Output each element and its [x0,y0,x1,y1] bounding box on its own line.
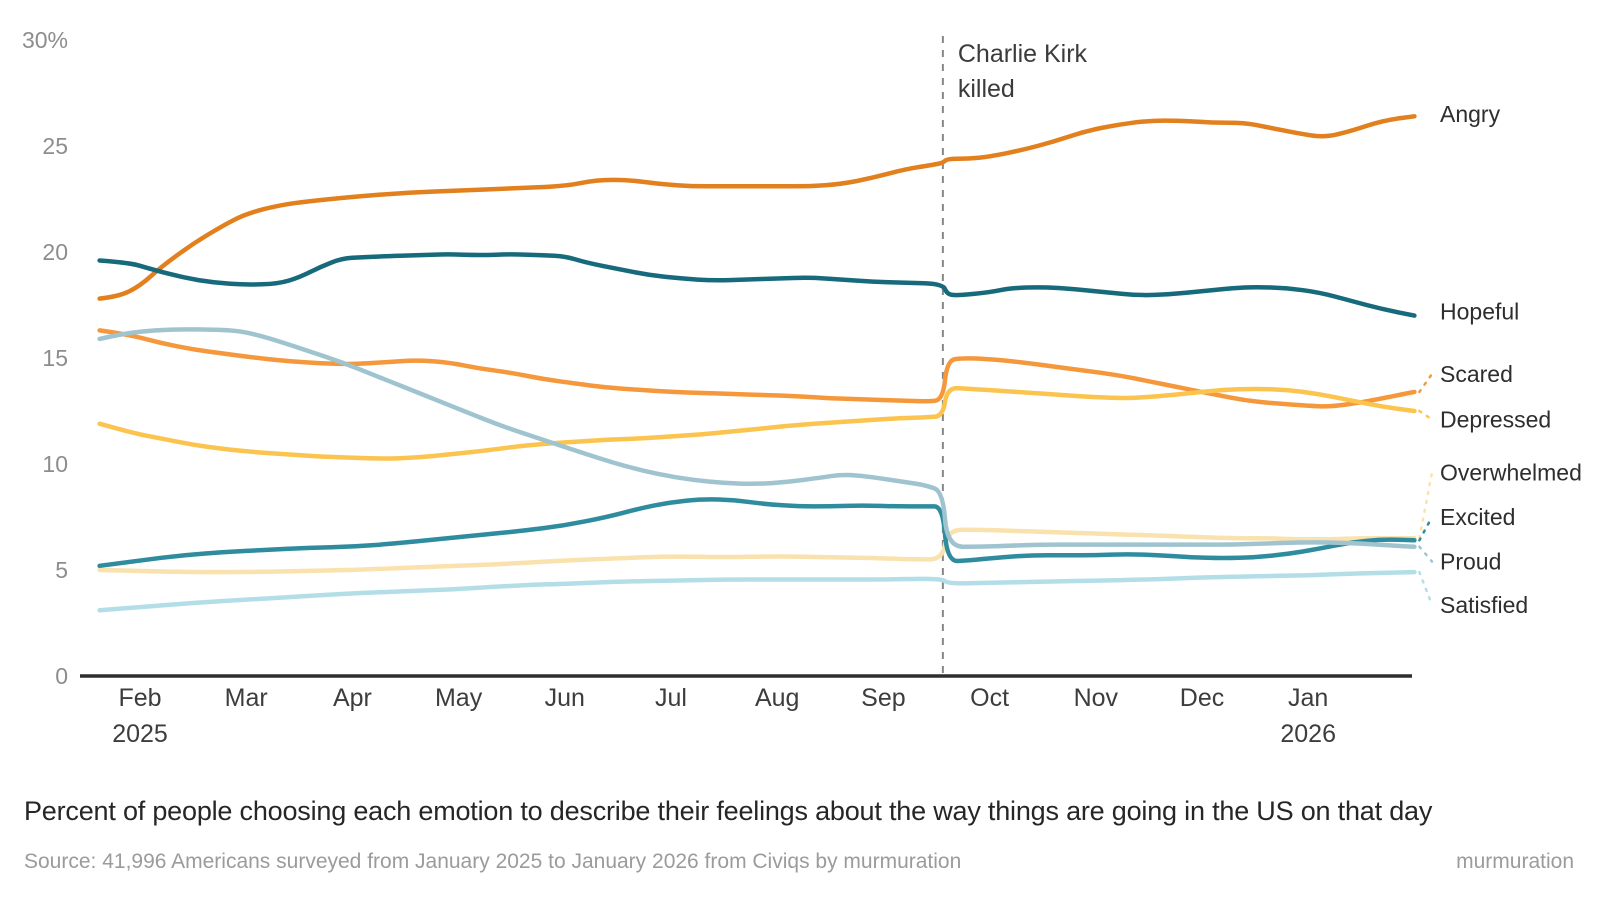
x-tick-label: Sep [861,684,905,712]
series-label-angry: Angry [1440,101,1501,127]
series-leader-overwhelmed [1418,471,1434,540]
series-label-scared: Scared [1440,361,1513,387]
x-tick-label: May [435,684,483,712]
x-tick-label: Feb [118,684,161,712]
x-tick-label: Dec [1180,684,1224,712]
series-line-hopeful [97,252,1417,318]
x-tick-year-label: 2026 [1280,720,1336,748]
x-tick-label: Jul [655,684,687,712]
y-tick-label: 25 [42,133,68,159]
y-tick-label: 30% [22,27,68,53]
x-tick-label: Jan [1288,684,1328,712]
line-chart: 30% 25 20 15 10 5 0 Charlie Kirk killed Feb 2025 Ma… [22,27,1582,748]
series-leader-satisfied [1418,570,1434,607]
brand-wordmark: murmuration [1456,850,1574,873]
x-tick-label: Aug [755,684,799,712]
series-line-scared [97,328,1417,409]
series-label-hopeful: Hopeful [1440,298,1519,324]
series-label-satisfied: Satisfied [1440,592,1528,618]
series-leader-scared [1418,372,1434,394]
series-line-satisfied [97,569,1417,613]
series-line-excited [97,497,1417,569]
series-line-depressed [97,385,1417,461]
x-tick-label: Oct [970,684,1009,712]
series-line-overwhelmed [97,527,1417,575]
y-tick-label: 15 [42,345,68,371]
series-label-overwhelmed: Overwhelmed [1440,459,1582,485]
x-tick-year-label: 2025 [112,720,168,748]
y-tick-label: 5 [55,557,68,583]
series-line-proud [97,327,1417,549]
series-leader-depressed [1418,409,1434,421]
x-tick-label: Nov [1074,684,1119,712]
y-tick-label: 0 [55,663,68,689]
source-note: Source: 41,996 Americans surveyed from J… [24,850,962,873]
series-label-depressed: Depressed [1440,406,1551,432]
series-line-angry [97,114,1417,301]
chart-svg: 30% 25 20 15 10 5 0 Charlie Kirk killed Feb 2025 Ma… [22,27,1582,748]
series-label-excited: Excited [1440,504,1515,530]
y-tick-label: 10 [42,451,68,477]
x-tick-label: Jun [545,684,585,712]
event-annotation: killed [958,75,1015,103]
chart-caption: Percent of people choosing each emotion … [24,796,1433,826]
x-tick-label: Mar [225,684,268,712]
event-annotation: Charlie Kirk [958,40,1088,68]
x-tick-label: Apr [333,684,372,712]
y-tick-label: 20 [42,239,68,265]
series-leader-proud [1418,545,1434,563]
series-label-proud: Proud [1440,549,1501,575]
